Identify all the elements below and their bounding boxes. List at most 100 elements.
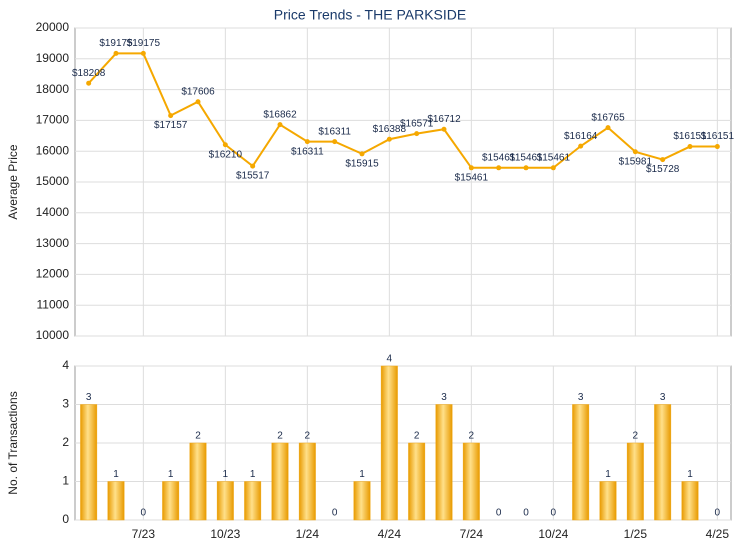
point (332, 139, 338, 145)
data-label: $19175 (127, 38, 161, 49)
data-label: 3 (660, 392, 666, 403)
data-label: 1 (250, 469, 256, 480)
point (222, 142, 228, 148)
y-tick-label: 2 (62, 435, 69, 449)
bar (654, 404, 672, 521)
point (578, 143, 584, 149)
x-tick-label: 7/24 (460, 527, 484, 541)
bar (435, 404, 453, 521)
x-tick-label: 7/23 (132, 527, 156, 541)
data-label: 2 (277, 431, 283, 442)
x-tick-label: 10/23 (210, 527, 240, 541)
x-tick-label: 10/24 (538, 527, 568, 541)
y-tick-label: 17000 (36, 113, 70, 127)
x-tick-label: 1/25 (624, 527, 648, 541)
y-tick-label: 18000 (36, 82, 70, 96)
bar (216, 481, 234, 521)
data-label: 3 (578, 392, 584, 403)
y-tick-label: 0 (62, 512, 69, 526)
point (250, 163, 256, 169)
data-label: 0 (523, 508, 529, 519)
point (468, 165, 474, 171)
bar (599, 481, 617, 521)
data-label: 0 (551, 508, 557, 519)
y-tick-label: 19000 (36, 51, 70, 65)
point (714, 144, 720, 150)
data-label: 1 (359, 469, 365, 480)
point (304, 139, 310, 145)
y-tick-label: 3 (62, 397, 69, 411)
data-label: $16388 (373, 124, 407, 135)
point (660, 157, 666, 163)
y-tick-label: 15000 (36, 174, 70, 188)
bar (189, 442, 207, 521)
y-tick-label: 14000 (36, 205, 70, 219)
data-label: 1 (605, 469, 611, 480)
data-label: $15461 (455, 172, 489, 183)
point (195, 99, 201, 105)
point (414, 131, 420, 137)
point (441, 126, 447, 132)
bar (298, 442, 316, 521)
y-tick-label: 13000 (36, 236, 70, 250)
bar (380, 365, 398, 521)
bar (271, 442, 289, 521)
data-label: $15461 (537, 152, 571, 163)
point (277, 122, 283, 128)
y-tick-label: 1 (62, 474, 69, 488)
data-label: $15915 (345, 158, 379, 169)
data-label: $16571 (400, 118, 434, 129)
data-label: 2 (633, 431, 639, 442)
point (168, 113, 174, 119)
point (386, 136, 392, 142)
point (632, 149, 638, 155)
data-label: 2 (305, 431, 311, 442)
bar (626, 442, 644, 521)
data-label: 2 (414, 431, 420, 442)
bar (107, 481, 125, 521)
data-label: 1 (113, 469, 119, 480)
data-label: 3 (441, 392, 447, 403)
point (86, 80, 92, 86)
y-tick-label: 11000 (37, 297, 70, 311)
data-label: 0 (141, 508, 147, 519)
bar (80, 404, 98, 521)
x-tick-label: 4/25 (706, 527, 730, 541)
chart-title: Price Trends - THE PARKSIDE (274, 7, 466, 23)
data-label: 0 (332, 508, 338, 519)
data-label: $16311 (291, 146, 324, 157)
y-tick-label: 16000 (36, 143, 70, 157)
x-tick-label: 1/24 (296, 527, 320, 541)
data-label: $16151 (701, 131, 735, 142)
data-label: $16151 (673, 131, 707, 142)
data-label: 2 (469, 431, 475, 442)
point (605, 125, 611, 131)
data-label: $16164 (564, 131, 598, 142)
point (140, 50, 146, 56)
data-label: $19175 (99, 38, 133, 49)
price-line (87, 52, 718, 169)
point (113, 50, 119, 56)
bar (408, 442, 426, 521)
data-label: 4 (387, 354, 393, 365)
y-tick-label: 12000 (36, 267, 70, 281)
y-axis-label: No. of Transactions (6, 391, 20, 494)
data-label: $15461 (482, 152, 516, 163)
data-label: $16712 (427, 114, 461, 125)
bar (162, 481, 180, 521)
point (687, 144, 693, 150)
point (359, 151, 365, 157)
data-label: $17157 (154, 120, 188, 131)
data-label: 0 (715, 508, 721, 519)
data-label: $18208 (72, 68, 106, 79)
y-tick-label: 20000 (36, 20, 70, 34)
point (550, 165, 556, 171)
x-tick-label: 4/24 (378, 527, 402, 541)
y-tick-label: 4 (62, 358, 69, 372)
bar (353, 481, 371, 521)
point (496, 165, 502, 171)
data-label: 2 (195, 431, 201, 442)
bar (572, 404, 590, 521)
data-label: $16765 (591, 112, 625, 123)
